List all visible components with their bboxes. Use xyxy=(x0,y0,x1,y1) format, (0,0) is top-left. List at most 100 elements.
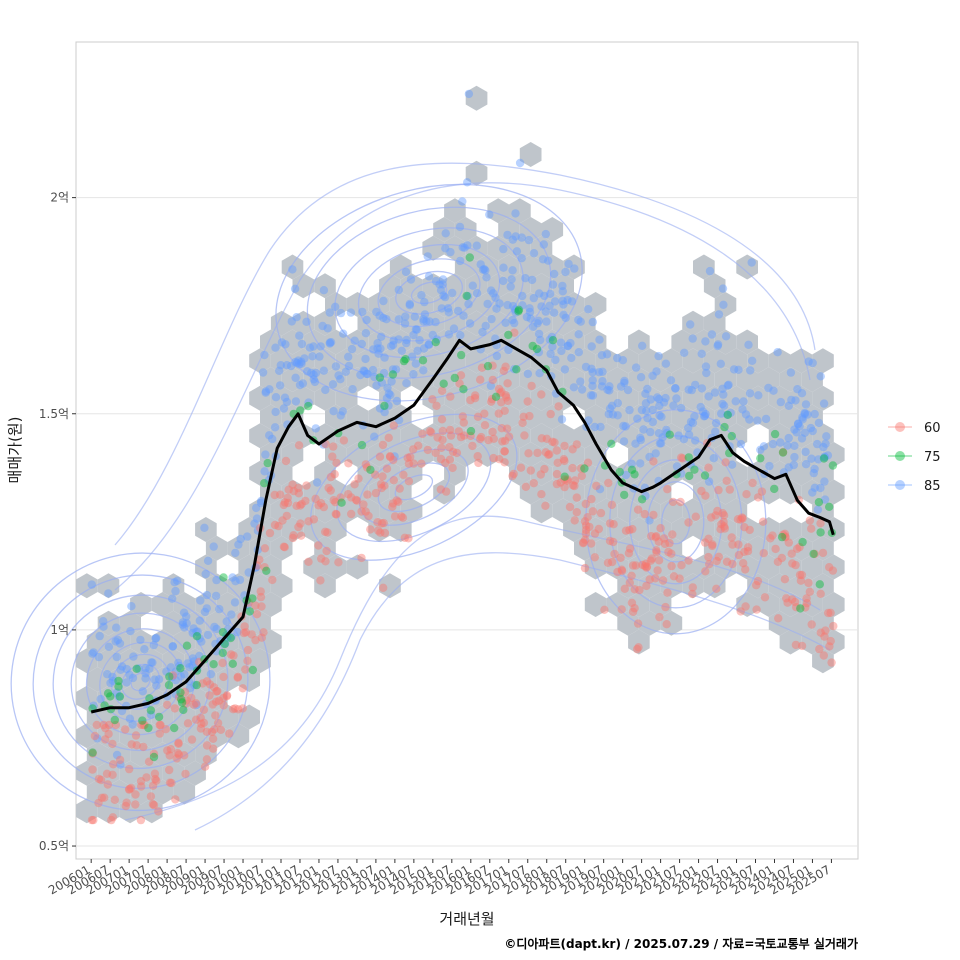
scatter-point-85 xyxy=(268,434,277,444)
scatter-point-85 xyxy=(103,670,112,679)
scatter-point-75 xyxy=(777,532,787,542)
scatter-point-60 xyxy=(352,496,362,505)
scatter-point-60 xyxy=(257,633,266,642)
hexbin-cell xyxy=(812,385,834,411)
scatter-point-85 xyxy=(261,387,271,396)
scatter-point-60 xyxy=(737,513,747,522)
scatter-point-60 xyxy=(226,650,236,659)
scatter-point-60 xyxy=(818,548,828,558)
scatter-point-60 xyxy=(792,544,802,553)
scatter-point-85 xyxy=(104,589,113,598)
scatter-point-60 xyxy=(477,363,487,372)
scatter-point-85 xyxy=(127,602,136,611)
scatter-point-85 xyxy=(727,460,737,469)
scatter-point-85 xyxy=(346,308,356,317)
hexbin-cell xyxy=(454,254,477,280)
hexbin-cell xyxy=(758,554,780,580)
scatter-point-75 xyxy=(809,549,818,559)
scatter-point-60 xyxy=(677,561,686,570)
scatter-point-60 xyxy=(111,720,121,730)
scatter-point-60 xyxy=(688,589,697,599)
scatter-point-60 xyxy=(104,729,113,739)
scatter-point-85 xyxy=(328,380,338,389)
scatter-point-60 xyxy=(202,677,212,686)
scatter-point-85 xyxy=(443,304,453,313)
scatter-point-60 xyxy=(554,402,563,411)
scatter-point-60 xyxy=(556,478,565,487)
scatter-point-85 xyxy=(152,681,161,690)
scatter-point-75 xyxy=(637,495,647,504)
scatter-point-85 xyxy=(277,338,287,347)
scatter-point-60 xyxy=(777,553,786,563)
scatter-point-85 xyxy=(431,317,440,327)
scatter-point-85 xyxy=(574,315,583,325)
scatter-point-85 xyxy=(302,317,311,326)
scatter-point-60 xyxy=(552,479,562,489)
scatter-point-60 xyxy=(124,785,134,794)
scatter-point-75 xyxy=(778,448,788,457)
hexbin-cell xyxy=(628,517,650,542)
scatter-point-85 xyxy=(633,414,642,423)
scatter-point-60 xyxy=(660,539,670,549)
hexbin-cell xyxy=(270,573,293,599)
scatter-point-75 xyxy=(607,439,616,448)
scatter-point-85 xyxy=(308,352,317,361)
hexbin-cell xyxy=(530,423,553,449)
hexbin-cell xyxy=(260,554,282,580)
scatter-point-85 xyxy=(524,235,534,245)
scatter-point-75 xyxy=(819,454,829,463)
scatter-point-85 xyxy=(265,431,274,440)
scatter-point-60 xyxy=(659,534,669,543)
scatter-point-85 xyxy=(201,569,210,579)
scatter-point-85 xyxy=(666,376,676,385)
scatter-point-60 xyxy=(565,502,575,512)
scatter-point-85 xyxy=(357,339,366,349)
scatter-point-85 xyxy=(808,358,817,368)
scatter-point-85 xyxy=(716,359,725,368)
scatter-point-60 xyxy=(691,512,700,521)
scatter-point-75 xyxy=(88,748,97,757)
hexbin-cell xyxy=(671,367,693,392)
hexbin-cell xyxy=(725,385,748,411)
scatter-point-85 xyxy=(294,360,304,369)
scatter-point-60 xyxy=(570,481,579,491)
scatter-point-60 xyxy=(418,429,427,439)
scatter-point-85 xyxy=(448,288,457,298)
scatter-point-60 xyxy=(137,782,146,791)
scatter-point-60 xyxy=(826,636,835,646)
scatter-point-60 xyxy=(359,500,368,509)
hexbin-cell xyxy=(292,423,315,449)
scatter-point-75 xyxy=(514,305,524,314)
density-contour xyxy=(111,653,170,710)
scatter-point-85 xyxy=(518,291,527,301)
scatter-point-60 xyxy=(510,328,519,337)
scatter-point-60 xyxy=(99,720,108,730)
scatter-point-75 xyxy=(176,688,185,697)
scatter-point-60 xyxy=(630,585,639,594)
density-contour xyxy=(114,162,816,546)
scatter-point-85 xyxy=(128,673,138,683)
hexbin-cell xyxy=(617,385,639,411)
scatter-point-85 xyxy=(710,388,720,397)
scatter-point-85 xyxy=(648,371,657,380)
hexbin-cell xyxy=(682,498,704,524)
scatter-point-85 xyxy=(679,435,689,444)
scatter-point-60 xyxy=(371,470,380,479)
scatter-point-60 xyxy=(219,672,228,682)
scatter-point-85 xyxy=(529,322,538,331)
y-tick-label: 2억 xyxy=(50,191,69,205)
scatter-point-60 xyxy=(108,739,117,749)
hexbin-cell xyxy=(465,348,488,374)
hexbin-cell xyxy=(822,592,845,617)
hexbin-cell xyxy=(812,423,834,449)
scatter-point-85 xyxy=(162,667,171,676)
hexbin-cell xyxy=(465,310,488,336)
scatter-point-60 xyxy=(238,684,247,693)
scatter-point-60 xyxy=(122,798,131,807)
hexbin-cell xyxy=(617,423,639,449)
scatter-point-85 xyxy=(409,330,418,340)
scatter-point-60 xyxy=(347,509,356,519)
scatter-point-85 xyxy=(168,672,177,682)
scatter-point-60 xyxy=(651,574,660,583)
scatter-point-75 xyxy=(560,472,569,481)
